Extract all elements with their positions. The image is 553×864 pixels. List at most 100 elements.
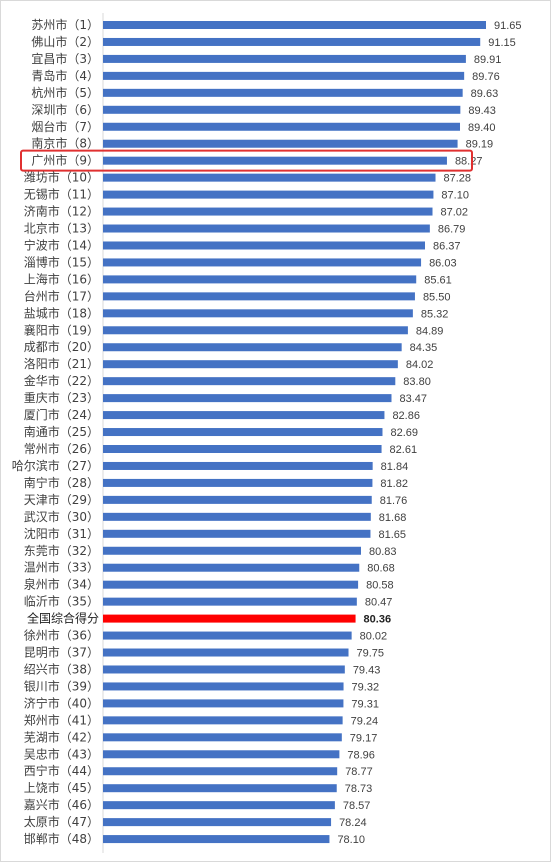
data-label: 80.36 [364,614,392,626]
bar [103,122,461,131]
category-label: 济宁市（40） [24,695,99,710]
data-label: 87.28 [444,173,472,185]
category-label: 杭州市（5） [31,85,99,100]
bar [103,512,371,521]
bar [103,529,371,538]
category-label: 潍坊市（10） [24,170,99,185]
bar [103,190,434,199]
bar [103,648,349,657]
bar [103,750,340,759]
data-label: 84.35 [410,342,438,354]
bar [103,21,486,29]
category-label: 广州市（9） [31,153,99,168]
category-label: 西宁市（44） [24,763,99,778]
data-label: 81.65 [378,529,406,541]
category-label: 盐城市（18） [24,305,99,320]
data-label: 82.61 [390,444,418,456]
data-label: 86.37 [433,240,461,252]
bar [103,716,343,725]
category-label: 青岛市（4） [31,68,99,83]
data-label: 89.63 [471,88,499,100]
category-label: 上海市（16） [24,271,99,286]
data-label: 80.47 [365,597,393,609]
data-label: 79.31 [351,698,379,710]
category-label: 苏州市（1） [31,17,99,32]
category-label: 邯郸市（48） [24,831,99,846]
category-label: 太原市（47） [24,814,99,829]
data-label: 78.10 [337,834,365,846]
bar [103,139,458,148]
category-label: 无锡市（11） [24,187,99,202]
data-label: 80.58 [366,580,394,592]
data-label: 79.32 [352,681,380,693]
data-label: 89.76 [472,71,500,83]
bar [103,88,463,97]
data-label: 86.79 [438,224,466,236]
category-label: 芜湖市（42） [24,729,99,744]
data-label: 81.82 [380,478,408,490]
data-label: 84.89 [416,325,444,337]
category-label: 台州市（17） [24,288,99,303]
category-label: 常州市（26） [24,441,99,456]
bar [103,343,402,352]
bar [103,326,408,335]
data-label: 88.27 [455,156,483,168]
category-label: 成都市（20） [24,339,99,354]
data-label: 80.83 [369,546,397,558]
category-label: 沈阳市（31） [24,526,99,541]
category-label: 徐州市（36） [24,628,99,643]
data-label: 78.73 [345,783,373,795]
bar [103,546,361,555]
data-label: 78.24 [339,817,367,829]
category-label: 深圳市（6） [31,102,99,117]
category-label: 淄博市（15） [24,254,99,269]
bar [103,292,415,301]
data-label: 79.75 [357,648,385,660]
data-label: 89.40 [468,122,496,134]
category-label: 襄阳市（19） [24,322,99,337]
data-label: 81.68 [379,512,407,524]
category-label: 宜昌市（3） [31,51,99,66]
bar [103,54,466,63]
category-label: 郑州市（41） [24,712,99,727]
data-label: 81.76 [380,495,408,507]
category-label: 温州市（33） [24,560,99,575]
category-label: 临沂市（35） [24,594,99,609]
data-label: 79.17 [350,732,378,744]
category-label: 宁波市（14） [24,237,99,252]
data-label: 87.02 [441,207,469,219]
data-label: 79.43 [353,664,381,676]
data-label: 84.02 [406,359,434,371]
bar [103,224,430,233]
bar [103,37,481,46]
data-label: 85.61 [424,274,452,286]
bar [103,71,465,80]
data-label: 87.10 [441,190,469,202]
category-label: 济南市（12） [24,204,99,219]
highlight-box [20,149,473,172]
bar [103,275,417,284]
category-label: 东莞市（32） [24,543,99,558]
bar [103,818,332,827]
bar [103,767,338,776]
bar [103,241,425,250]
bar [103,173,436,182]
bar [103,411,385,420]
category-label: 昆明市（37） [24,645,99,660]
data-label: 80.02 [360,631,388,643]
data-label: 89.91 [474,54,502,66]
bar [103,631,352,640]
bar [103,478,373,487]
category-label: 南宁市（28） [24,475,99,490]
category-label: 吴忠市（43） [24,746,99,761]
category-label: 泉州市（34） [24,577,99,592]
category-label: 绍兴市（38） [24,661,99,676]
category-label: 烟台市（7） [31,119,99,134]
bar [103,682,344,691]
category-label: 南京市（8） [31,136,99,151]
bar [103,105,461,114]
data-label: 91.65 [494,20,522,32]
data-label: 91.15 [488,37,516,49]
bar [103,563,360,572]
